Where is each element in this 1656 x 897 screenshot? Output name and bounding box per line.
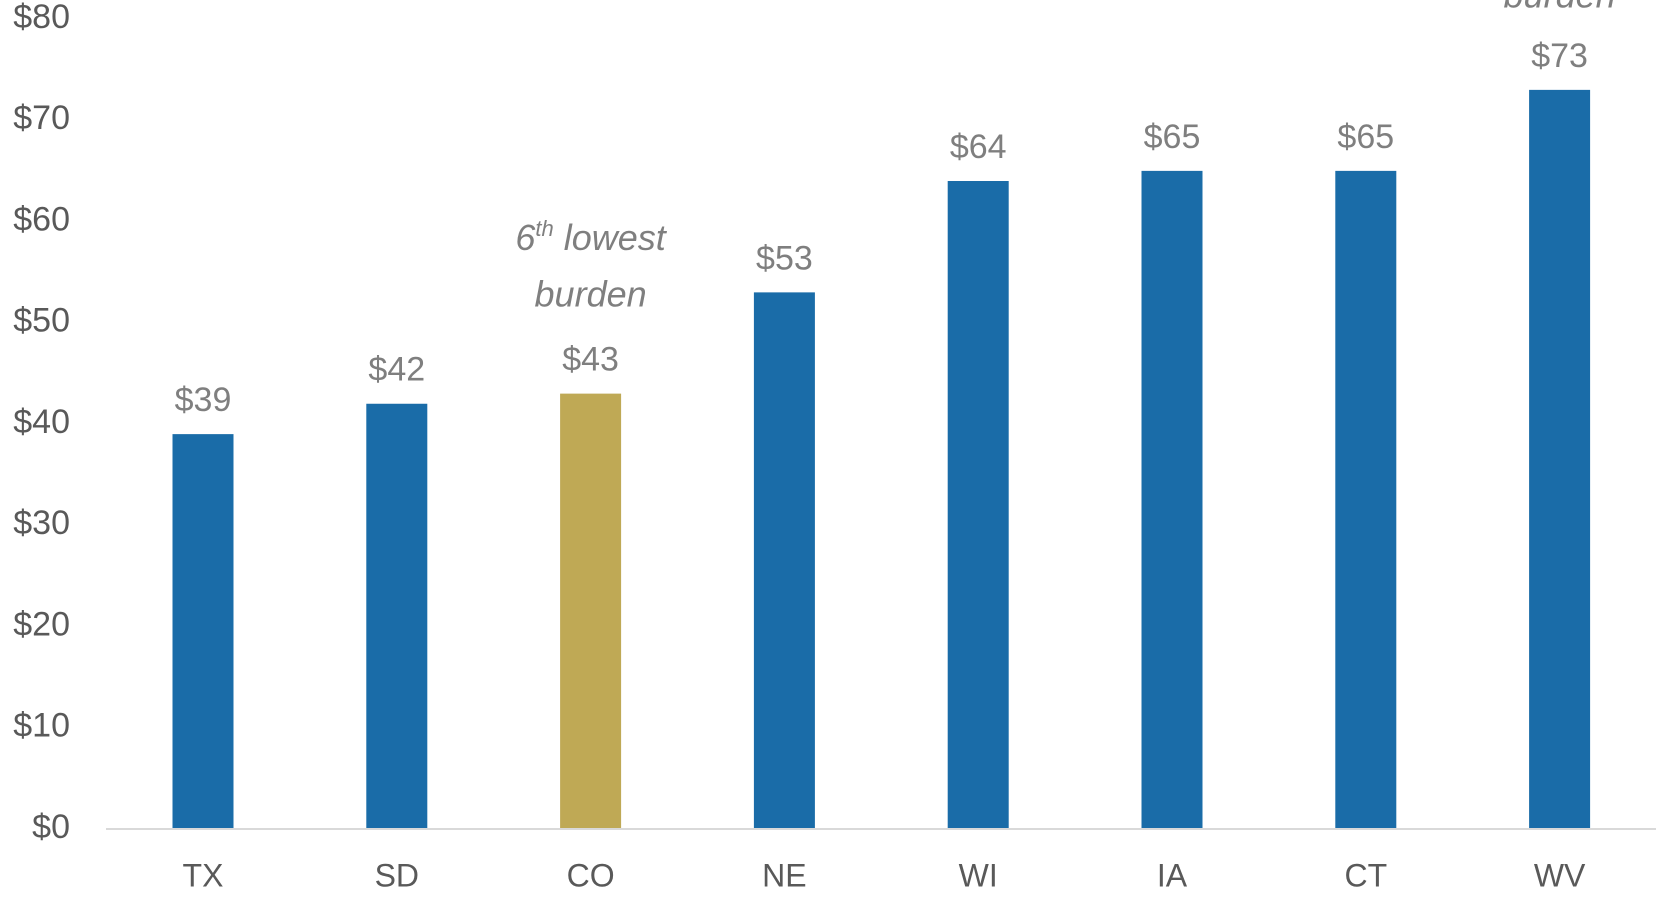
value-label: $64 bbox=[950, 128, 1007, 166]
y-tick-label: $10 bbox=[13, 707, 70, 745]
y-tick-label: $70 bbox=[13, 99, 70, 137]
x-tick-label: CT bbox=[1344, 857, 1387, 893]
value-label: $39 bbox=[175, 381, 232, 419]
y-tick-label: $20 bbox=[13, 605, 70, 643]
y-tick-label: $30 bbox=[13, 504, 70, 542]
value-label: $65 bbox=[1144, 118, 1201, 156]
annotation: 6th lowest bbox=[515, 216, 667, 258]
bar bbox=[1529, 89, 1591, 829]
bar bbox=[366, 403, 428, 829]
bar bbox=[753, 292, 815, 829]
annotation: burden bbox=[1504, 0, 1616, 16]
bar bbox=[947, 181, 1009, 829]
x-tick-label: TX bbox=[183, 857, 224, 893]
x-tick-label: WI bbox=[959, 857, 998, 893]
x-tick-label: IA bbox=[1157, 857, 1188, 893]
bar bbox=[1141, 170, 1203, 829]
value-label: $53 bbox=[756, 239, 813, 277]
value-label: $65 bbox=[1337, 118, 1394, 156]
value-label: $73 bbox=[1531, 37, 1588, 75]
y-tick-label: $50 bbox=[13, 302, 70, 340]
x-tick-label: SD bbox=[375, 857, 419, 893]
y-tick-label: $40 bbox=[13, 403, 70, 441]
x-tick-label: WV bbox=[1534, 857, 1586, 893]
annotation-ordinal: 6 bbox=[515, 217, 536, 258]
bar bbox=[560, 393, 622, 829]
bar bbox=[1335, 170, 1397, 829]
y-tick-label: $80 bbox=[13, 0, 70, 36]
annotation-suffix: th bbox=[535, 216, 553, 241]
value-label: $43 bbox=[562, 341, 619, 379]
value-label: $42 bbox=[368, 351, 425, 389]
x-tick-label: NE bbox=[762, 857, 806, 893]
annotation: burden bbox=[535, 274, 647, 315]
bar bbox=[172, 434, 234, 829]
y-tick-label: $60 bbox=[13, 200, 70, 238]
annotation-text: lowest bbox=[554, 217, 668, 258]
x-tick-label: CO bbox=[567, 857, 615, 893]
y-tick-label: $0 bbox=[32, 808, 70, 846]
